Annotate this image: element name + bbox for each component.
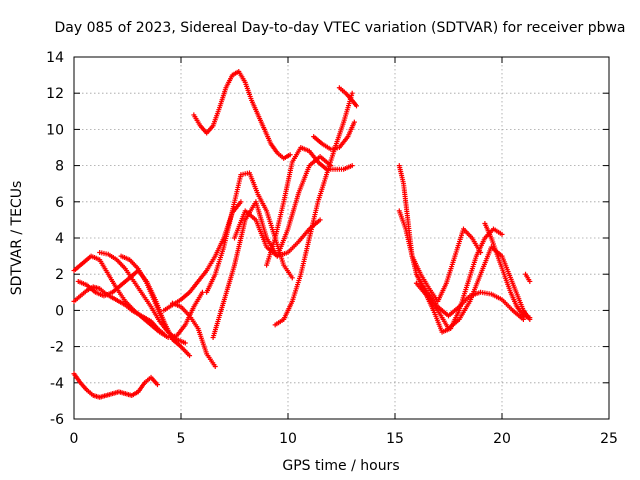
series-track-p <box>336 85 359 109</box>
series-track-a <box>71 371 160 400</box>
data-point <box>353 103 359 109</box>
data-point <box>349 163 355 169</box>
x-axis-label: GPS time / hours <box>282 458 399 474</box>
series-track-f <box>118 253 167 326</box>
y-tick-label: 6 <box>55 195 64 211</box>
data-point <box>212 364 218 370</box>
series-track-r <box>396 208 484 304</box>
x-tick-label: 10 <box>279 431 297 447</box>
data-point <box>154 382 160 388</box>
data-point <box>499 231 505 237</box>
x-tick-label: 25 <box>600 431 618 447</box>
data-point <box>289 275 295 281</box>
x-tick-label: 15 <box>386 431 404 447</box>
data-point <box>238 199 244 205</box>
data-point <box>287 152 293 158</box>
y-tick-label: 8 <box>55 159 64 175</box>
y-tick-label: -6 <box>50 412 64 428</box>
series-track-t <box>413 244 533 331</box>
data-point <box>478 249 484 255</box>
x-tick-label: 0 <box>70 431 79 447</box>
y-tick-label: 10 <box>46 122 64 138</box>
series-track-o <box>311 119 357 152</box>
y-tick-label: -4 <box>50 376 64 392</box>
series-track-h <box>161 199 244 313</box>
series-track-m <box>264 145 355 268</box>
grid-lines <box>74 57 609 419</box>
y-axis-label: SDTVAR / TECUs <box>9 181 25 296</box>
data-series <box>71 68 533 400</box>
data-point <box>527 315 533 321</box>
data-point <box>161 320 167 326</box>
series-track-u <box>482 221 533 321</box>
series-track-s <box>413 271 526 322</box>
y-tick-label: 12 <box>46 86 64 102</box>
axis-ticks: 0 5 10 15 20 25 -6 -4 -2 0 2 4 6 8 10 12 14 <box>46 50 618 447</box>
data-point <box>187 353 193 359</box>
series-track-i <box>191 68 293 161</box>
x-tick-label: 20 <box>493 431 511 447</box>
data-point <box>317 217 323 223</box>
data-point <box>351 119 357 125</box>
series-track-l <box>232 154 334 259</box>
y-tick-label: 2 <box>55 267 64 283</box>
y-tick-label: 0 <box>55 303 64 319</box>
data-point <box>527 278 533 284</box>
data-point <box>199 289 205 295</box>
y-tick-label: 14 <box>46 50 64 66</box>
series-track-v <box>523 271 533 284</box>
data-point <box>349 90 355 96</box>
y-tick-label: -2 <box>50 340 64 356</box>
chart-title: Day 085 of 2023, Sidereal Day-to-day VTE… <box>54 20 625 36</box>
series-track-j <box>204 170 295 295</box>
series-track-n <box>272 90 355 328</box>
y-tick-label: 4 <box>55 231 64 247</box>
data-point <box>182 340 188 346</box>
series-track-k <box>210 199 323 341</box>
x-tick-label: 5 <box>177 431 186 447</box>
